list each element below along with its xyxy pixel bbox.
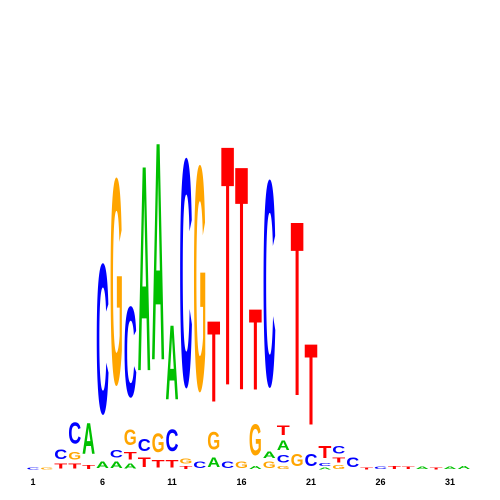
logo-letter: A (152, 77, 165, 426)
logo-letter: A (166, 303, 179, 423)
logo-letter: A (318, 467, 331, 470)
logo-letter: G (249, 415, 262, 465)
logo-letter: C (96, 220, 109, 460)
logo-letter: A (207, 456, 221, 470)
logo-letter: G (207, 427, 220, 455)
logo-letter: C (305, 450, 318, 470)
logo-letter: A (263, 450, 276, 460)
x-tick-label: 6 (100, 477, 105, 487)
x-tick-label: 11 (167, 477, 177, 487)
logo-letter: T (291, 168, 304, 448)
logo-letter: T (305, 319, 318, 450)
logo-letter: G (152, 428, 165, 458)
logo-letter: T (235, 100, 248, 458)
logo-letter: C (124, 279, 137, 425)
logo-letter: C (277, 454, 290, 466)
logo-letter: G (179, 457, 192, 465)
logo-letter: T (388, 465, 402, 470)
logo-letter: A (96, 460, 109, 470)
logo-letter: C (166, 424, 179, 458)
logo-letter: G (124, 426, 137, 451)
logo-letter: A (444, 466, 458, 470)
logo-letter: G (68, 450, 81, 462)
x-tick-label: 31 (445, 477, 455, 487)
logo-letter: T (54, 463, 67, 471)
logo-letter: G (332, 464, 345, 470)
logo-letter: A (110, 460, 123, 470)
logo-letter: T (402, 466, 416, 470)
logo-letter: T (249, 284, 262, 415)
logo-letter: A (416, 466, 430, 470)
logo-letter: C (374, 466, 388, 470)
logo-letter: A (457, 465, 471, 470)
logo-letter: T (207, 296, 220, 427)
x-tick-label: 1 (30, 477, 35, 487)
logo-letter: A (82, 415, 95, 465)
logo-letter: T (124, 450, 138, 462)
logo-letter: T (277, 423, 290, 438)
logo-letter: T (138, 455, 151, 470)
logo-letter: T (430, 467, 444, 470)
logo-letter: T (82, 464, 96, 470)
logo-letter: C (263, 120, 276, 449)
logo-letter: C (332, 445, 345, 457)
x-tick-label: 26 (375, 477, 385, 487)
logo-letter: A (138, 105, 151, 434)
logo-letter: A (277, 439, 291, 453)
logo-letter: T (332, 457, 345, 465)
logo-letter: G (277, 465, 290, 470)
logo-letter: C (221, 460, 234, 470)
logo-letter: A (249, 465, 263, 470)
logo-letter: G (110, 118, 123, 447)
logo-letter: A (124, 462, 137, 470)
x-tick-label: 21 (306, 477, 316, 487)
x-tick-label: 16 (236, 477, 246, 487)
logo-letter: G (291, 450, 304, 471)
logo-letter: C (138, 435, 151, 455)
logo-letter: C (346, 456, 360, 470)
logo-letter: C (27, 467, 40, 470)
logo-letter: T (221, 74, 234, 458)
logo-letter: T (360, 467, 374, 470)
logo-letter: G (40, 467, 53, 470)
logo-letter: C (179, 90, 192, 454)
logo-letter: G (263, 460, 276, 470)
logo-letter: C (193, 460, 206, 470)
logo-letter: C (110, 449, 123, 461)
logo-letter: T (152, 458, 166, 470)
logo-letter: T (318, 443, 331, 463)
logo-letter: T (68, 463, 81, 471)
logo-letter: C (68, 417, 81, 451)
logo-letter: T (166, 458, 180, 470)
logo-letter: C (318, 462, 332, 467)
logo-letter: T (179, 465, 193, 470)
logo-letter: G (193, 100, 206, 459)
logo-letter: G (235, 460, 248, 470)
logo-letter: C (54, 448, 68, 462)
